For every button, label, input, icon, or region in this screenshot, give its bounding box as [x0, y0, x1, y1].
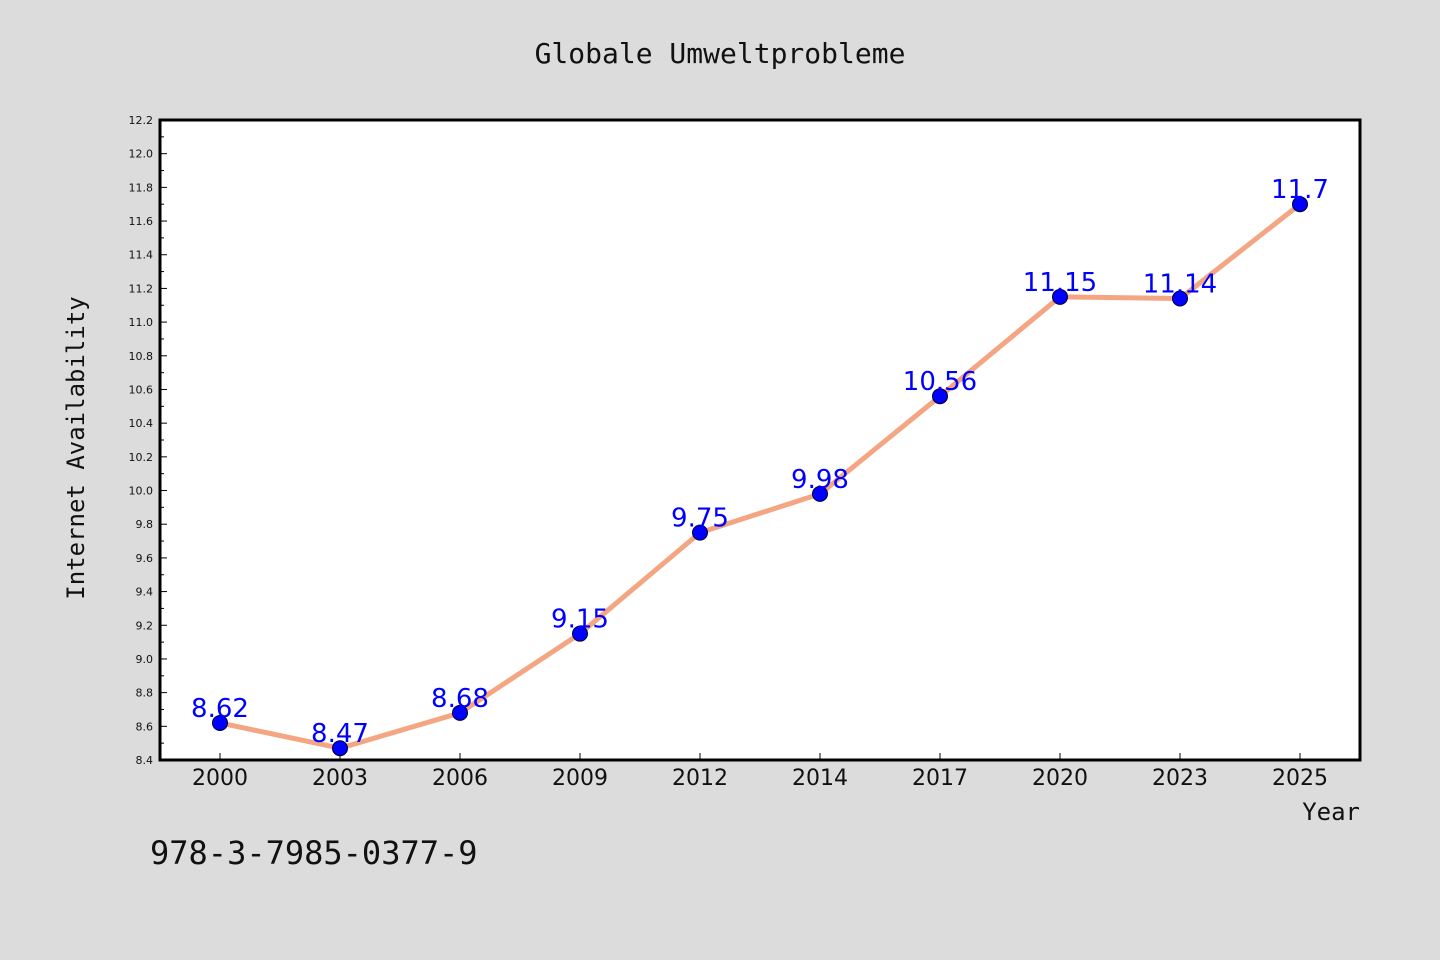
y-tick-label: 11.0 [129, 316, 154, 329]
data-point-marker [332, 740, 348, 757]
data-point-marker [452, 704, 468, 721]
data-point-marker [212, 714, 228, 731]
y-tick-label: 11.2 [129, 282, 154, 295]
x-tick-label: 2012 [672, 766, 728, 791]
data-label: 11.14 [1143, 270, 1217, 300]
x-tick-label: 2003 [312, 766, 368, 791]
x-tick-label: 2009 [552, 766, 608, 791]
data-label: 11.7 [1271, 175, 1329, 205]
y-tick-label: 11.8 [129, 181, 154, 194]
y-tick-label: 12.0 [129, 148, 154, 161]
data-point-marker [1292, 196, 1308, 213]
x-tick-label: 2017 [912, 766, 968, 791]
data-label: 9.75 [671, 504, 729, 534]
x-tick-label: 2000 [192, 766, 248, 791]
y-tick-label: 8.8 [136, 687, 154, 700]
data-point-marker [572, 625, 588, 642]
y-tick-label: 10.6 [129, 383, 154, 396]
data-point-marker [1052, 288, 1068, 305]
data-label: 8.47 [311, 719, 369, 749]
y-tick-label: 9.8 [136, 518, 154, 531]
data-point-marker [812, 485, 828, 502]
y-tick-label: 11.4 [129, 249, 154, 262]
series-line [217, 201, 1303, 751]
y-tick-label: 9.2 [136, 619, 154, 632]
data-label: 9.15 [551, 605, 609, 635]
y-tick-label: 10.2 [129, 451, 154, 464]
y-tick-label: 9.6 [136, 552, 154, 565]
y-axis-label: Internet Availability [62, 296, 90, 599]
data-label: 8.62 [191, 694, 249, 724]
data-label: 8.68 [431, 684, 489, 714]
y-tick-label: 11.6 [129, 215, 154, 228]
data-label: 9.98 [791, 465, 849, 495]
y-tick-label: 10.0 [129, 485, 154, 498]
data-point-marker [1172, 290, 1188, 307]
x-tick-label: 2020 [1032, 766, 1088, 791]
chart-title: Globale Umweltprobleme [535, 37, 906, 70]
isbn-text: 978-3-7985-0377-9 [150, 834, 478, 872]
y-tick-label: 8.6 [136, 720, 154, 733]
data-point-marker [692, 524, 708, 541]
y-tick-label: 9.0 [136, 653, 154, 666]
plot-area [160, 120, 1360, 760]
y-tick-label: 10.8 [129, 350, 154, 363]
y-tick-label: 8.4 [136, 754, 154, 767]
plot-frame [158, 118, 1362, 762]
x-tick-label: 2025 [1272, 766, 1328, 791]
y-axis: 8.4 8.6 8.8 9.0 9.2 9.4 9.6 9.8 10.0 10.2 10.4 10.6… [129, 114, 167, 767]
data-point-marker [932, 388, 948, 405]
data-label: 11.15 [1023, 268, 1097, 298]
data-label-group: 8.62 8.47 8.68 9.15 9.75 9.98 10.56 11.15 11.14 1… [191, 175, 1329, 749]
y-tick-label: 10.4 [129, 417, 154, 430]
x-axis: 2000 2003 2006 2009 2012 2014 2017 2020 2023 2025 [192, 753, 1328, 791]
x-tick-label: 2006 [432, 766, 488, 791]
x-tick-label: 2023 [1152, 766, 1208, 791]
data-label: 10.56 [903, 367, 977, 397]
x-axis-label: Year [1302, 798, 1360, 826]
series-group [212, 196, 1308, 757]
y-tick-label: 9.4 [136, 586, 154, 599]
x-tick-label: 2014 [792, 766, 848, 791]
y-tick-label: 12.2 [129, 114, 154, 127]
